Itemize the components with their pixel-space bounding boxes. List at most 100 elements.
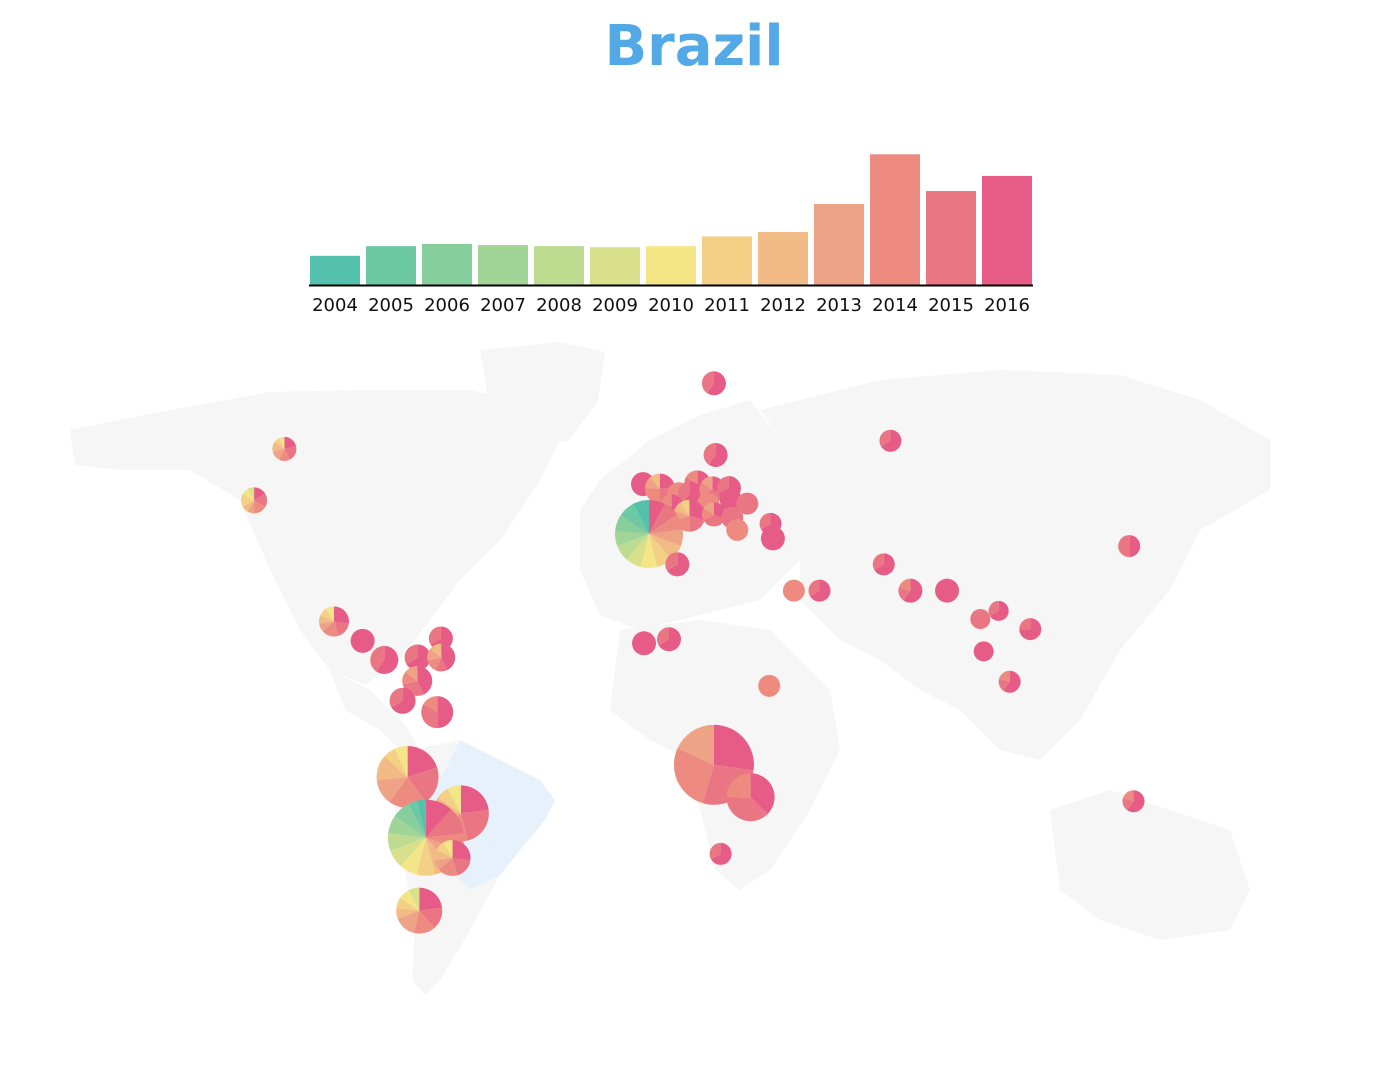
bar-2009[interactable]	[590, 247, 640, 285]
central-america-land	[330, 670, 420, 755]
country-pie[interactable]	[736, 492, 759, 515]
pie-slice	[808, 579, 820, 597]
pie-slice	[702, 764, 754, 805]
country-pie[interactable]	[434, 839, 471, 876]
bar-2007[interactable]	[478, 245, 528, 285]
pie-slice	[247, 500, 255, 514]
pie-slice	[645, 488, 661, 504]
pie-slice	[726, 518, 749, 541]
pie-slice	[898, 586, 911, 601]
country-pie[interactable]	[970, 609, 991, 629]
country-pie[interactable]	[387, 799, 464, 876]
country-pie[interactable]	[421, 696, 454, 729]
pie-slice	[935, 578, 960, 603]
country-pie[interactable]	[973, 641, 994, 662]
country-pie[interactable]	[898, 578, 923, 603]
country-pie[interactable]	[726, 773, 775, 822]
country-pie[interactable]	[389, 687, 416, 714]
country-pie[interactable]	[241, 487, 268, 514]
country-pie[interactable]	[758, 674, 781, 697]
country-pie[interactable]	[1019, 618, 1042, 641]
bar-2012[interactable]	[758, 232, 808, 285]
pie-slice	[416, 799, 426, 838]
x-tick-label: 2010	[648, 295, 694, 316]
pie-slice	[711, 842, 732, 865]
pie-slice	[874, 553, 895, 576]
bar-2005[interactable]	[366, 246, 416, 285]
pie-slice	[318, 615, 334, 624]
x-tick-label: 2004	[312, 295, 358, 316]
pie-slice	[665, 552, 678, 571]
country-pie[interactable]	[272, 436, 297, 461]
pie-slice	[677, 724, 714, 765]
bar-2011[interactable]	[702, 236, 752, 285]
country-pie[interactable]	[726, 518, 749, 541]
bar-2006[interactable]	[422, 243, 472, 285]
pie-slice	[990, 600, 1009, 621]
country-pie[interactable]	[673, 724, 754, 805]
country-pie[interactable]	[703, 442, 728, 467]
country-pie[interactable]	[988, 600, 1009, 621]
bar-2016[interactable]	[982, 175, 1032, 285]
pie-slice	[394, 804, 426, 838]
country-pie[interactable]	[350, 628, 375, 653]
country-pie[interactable]	[677, 481, 702, 506]
pie-slice	[719, 488, 742, 511]
country-pie[interactable]	[396, 887, 443, 934]
country-pie[interactable]	[1122, 790, 1145, 813]
pie-slice	[333, 606, 349, 624]
bar-2004[interactable]	[310, 255, 360, 285]
country-pie[interactable]	[656, 627, 681, 652]
pie-slice	[419, 907, 443, 928]
pie-slice	[425, 799, 452, 838]
bar-2014[interactable]	[870, 154, 920, 285]
country-pie[interactable]	[318, 606, 349, 637]
pie-slice	[437, 696, 454, 729]
asia-land	[760, 370, 1270, 760]
pie-slice	[272, 441, 285, 452]
country-pie[interactable]	[709, 842, 732, 865]
pie-slice	[1122, 797, 1134, 811]
country-pie[interactable]	[665, 552, 690, 577]
country-pie[interactable]	[376, 745, 439, 808]
pie-slice	[998, 678, 1010, 691]
australia-land	[1050, 790, 1250, 940]
pie-slice	[407, 767, 439, 803]
pie-slice	[242, 500, 255, 512]
pie-slice	[241, 493, 255, 507]
pie-slice	[679, 499, 690, 516]
bar-2013[interactable]	[814, 204, 864, 285]
pie-slice	[319, 621, 334, 632]
pie-slice	[325, 606, 334, 622]
country-pie[interactable]	[404, 644, 431, 671]
country-pie[interactable]	[760, 526, 785, 551]
country-pie[interactable]	[427, 643, 456, 672]
country-pie[interactable]	[935, 578, 960, 603]
country-pie[interactable]	[428, 626, 453, 651]
pie-slice	[284, 446, 297, 460]
country-pie[interactable]	[1118, 535, 1141, 558]
pie-slice	[988, 600, 999, 616]
pie-slice	[899, 578, 911, 591]
country-pie[interactable]	[808, 579, 831, 602]
pie-slice	[880, 429, 902, 452]
country-pie[interactable]	[632, 631, 657, 656]
pie-slice	[434, 857, 453, 870]
country-pie[interactable]	[719, 488, 742, 511]
country-pie[interactable]	[370, 645, 399, 674]
x-tick-label: 2009	[592, 295, 638, 316]
country-pie[interactable]	[879, 429, 902, 452]
pie-slice	[242, 489, 255, 501]
country-pie[interactable]	[615, 499, 684, 568]
country-pie[interactable]	[782, 579, 805, 602]
bar-2010[interactable]	[646, 246, 696, 285]
pie-slice	[872, 553, 884, 570]
country-pie[interactable]	[701, 371, 726, 396]
country-pie[interactable]	[872, 553, 895, 576]
country-pie[interactable]	[402, 665, 433, 696]
bar-2008[interactable]	[534, 246, 584, 285]
pie-slice	[1019, 618, 1031, 630]
bar-2015[interactable]	[926, 191, 976, 285]
country-pie[interactable]	[998, 670, 1021, 693]
pie-slice	[674, 502, 690, 516]
